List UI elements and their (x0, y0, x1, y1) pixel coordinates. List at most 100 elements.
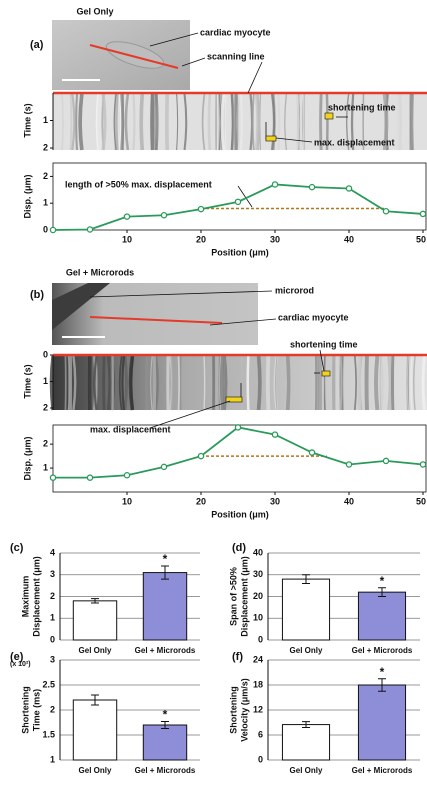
kymo-stripe (259, 356, 260, 410)
kymo-stripe (397, 94, 398, 150)
y-tick-label: 2 (43, 142, 48, 152)
kymo-stripe (71, 94, 72, 150)
y-tick-label: 0 (43, 349, 48, 359)
bar (282, 579, 329, 640)
significance-mark: * (380, 665, 385, 679)
y-tick-label: 1 (43, 376, 48, 386)
kymo-stripe (152, 94, 153, 150)
kymo-stripe (257, 94, 258, 150)
y-axis-title: Span of >50% (228, 567, 238, 626)
annotation: microrod (275, 285, 314, 295)
data-point (309, 185, 314, 190)
y-tick-label: 30 (253, 569, 263, 579)
bar (143, 573, 186, 640)
data-point (198, 454, 203, 459)
y-tick-label: 2 (43, 171, 48, 181)
data-point (161, 213, 166, 218)
bar (358, 685, 405, 760)
x-tick-label: Gel + Microrods (135, 766, 196, 775)
y-tick-label: 12 (253, 704, 263, 714)
x-tick-label: 10 (122, 234, 132, 244)
kymo-stripe (423, 356, 424, 410)
x-tick-label: Gel Only (79, 646, 112, 655)
panel-label: (f) (232, 651, 243, 663)
kymo-stripe (389, 356, 390, 410)
kymo-stripe (376, 356, 377, 410)
y-axis-title: Displacement (μm) (239, 556, 249, 637)
y-tick-label: 0 (258, 634, 263, 644)
y-axis-title: Time (s) (22, 364, 32, 398)
kymo-stripe (324, 356, 325, 410)
annotation: max. displacement (314, 137, 395, 147)
kymo-stripe (172, 356, 173, 410)
data-point (50, 227, 55, 232)
data-point (272, 182, 277, 187)
kymo-stripe (104, 356, 105, 410)
y-tick-label: 4 (50, 547, 55, 557)
data-point (383, 209, 388, 214)
annotation: length of >50% max. displacement (65, 179, 212, 189)
y-tick-label: 2 (50, 704, 55, 714)
x-tick-label: 20 (196, 234, 206, 244)
data-point (309, 450, 314, 455)
panel-label: (d) (232, 542, 246, 554)
kymo-stripe (232, 94, 233, 150)
data-point (383, 458, 388, 463)
bar (143, 725, 186, 760)
data-point (272, 432, 277, 437)
x-tick-label: 40 (344, 496, 354, 506)
y-tick-label: 2 (43, 402, 48, 412)
y-tick-label: 6 (258, 729, 263, 739)
data-point (124, 214, 129, 219)
y-tick-label: 40 (253, 547, 263, 557)
kymo-stripe (209, 94, 210, 150)
kymo-stripe (268, 356, 269, 410)
annotation: shortening time (328, 102, 396, 112)
kymo-stripe (235, 94, 236, 150)
y-tick-label: 2.5 (42, 679, 55, 689)
x-tick-label: Gel + Microrods (352, 766, 413, 775)
panel-label: (c) (10, 542, 24, 554)
x-tick-label: 50 (416, 234, 426, 244)
kymo-stripe (76, 94, 77, 150)
kymo-stripe (179, 356, 180, 410)
x-tick-label: Gel Only (290, 646, 323, 655)
y-tick-label: 20 (253, 591, 263, 601)
y-axis-title: Time (s) (22, 103, 32, 137)
significance-mark: * (163, 552, 168, 566)
y-tick-label: 1 (43, 462, 48, 472)
kymo-stripe (248, 356, 249, 410)
leader (182, 58, 262, 93)
data-point (235, 425, 240, 430)
image-title: Gel + Microrods (66, 267, 134, 277)
y-tick-label: 2 (43, 439, 48, 449)
y-tick-label: 1 (50, 754, 55, 764)
kymo-stripe (125, 356, 127, 410)
kymo-stripe (204, 356, 205, 410)
kymo-stripe (133, 94, 134, 150)
data-point (124, 473, 129, 478)
kymo-stripe (141, 94, 142, 150)
x-axis-title: Position (μm) (211, 247, 269, 257)
kymo-stripe (116, 94, 117, 150)
x-tick-label: 20 (196, 496, 206, 506)
kymo-stripe (317, 356, 318, 410)
kymo-stripe (222, 356, 223, 410)
bar (73, 601, 116, 640)
x-tick-label: 40 (344, 234, 354, 244)
y-tick-label: 3 (50, 654, 55, 664)
annotation: shortening time (290, 339, 358, 349)
data-point (235, 199, 240, 204)
data-point (198, 206, 203, 211)
y-tick-label: 0 (258, 754, 263, 764)
annotation: max. displacement (90, 424, 171, 434)
kymo-stripe (62, 94, 63, 150)
plot-frame (53, 425, 426, 492)
x-tick-label: 30 (270, 234, 280, 244)
x-tick-label: Gel + Microrods (352, 646, 413, 655)
kymo-stripe (337, 356, 338, 410)
data-point (87, 475, 92, 480)
panel-label: (b) (30, 289, 44, 301)
y-axis-title: Maximum (20, 576, 30, 618)
